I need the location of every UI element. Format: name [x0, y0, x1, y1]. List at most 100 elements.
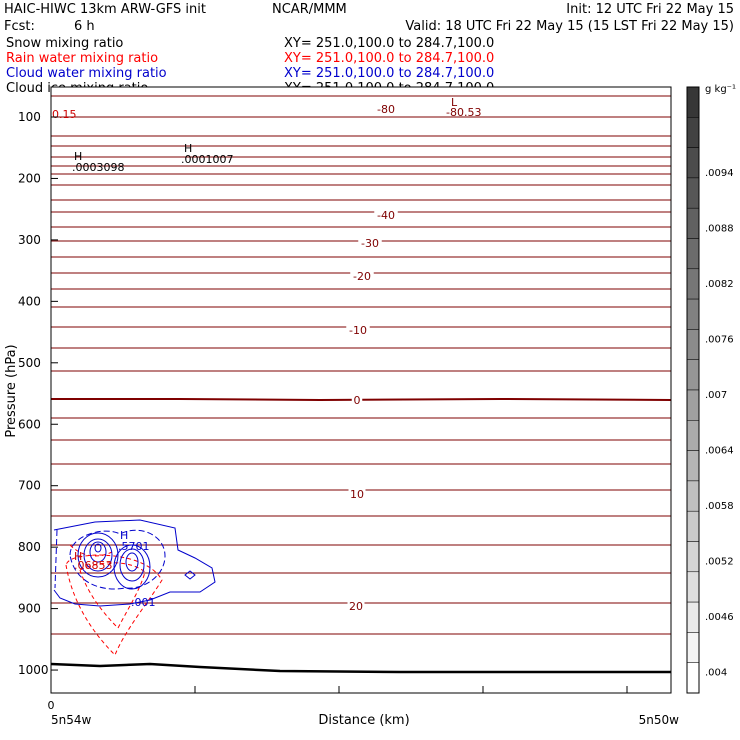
annotation-snow-high-symbol: H — [74, 150, 82, 163]
rain-contour-inner — [79, 562, 146, 629]
isotherm-label-bg — [374, 209, 398, 220]
isotherm-label: -80 — [377, 103, 395, 116]
isotherm-label: 0 — [354, 394, 361, 407]
x-axis-title: Distance (km) — [318, 713, 409, 728]
terrain-line — [50, 662, 671, 674]
legend-xy-cloud-water: XY= 251.0,100.0 to 284.7,100.0 — [284, 66, 494, 81]
colorbar-box — [686, 359, 700, 391]
colorbar-boxes — [686, 86, 700, 694]
annotation-cloud-high-value: .5701 — [118, 540, 150, 553]
colorbar-frame — [686, 86, 700, 694]
colorbar: g kg⁻¹ .0094 .0088 .0082 .0076 .007 .0064 .005… — [686, 84, 736, 694]
rain-water-contours — [65, 544, 163, 656]
y-tick-label: 1000 — [18, 663, 49, 677]
rain-contour-top — [69, 544, 113, 557]
valid-time: Valid: 18 UTC Fri 22 May 15 (15 LST Fri … — [405, 19, 734, 34]
colorbar-box — [686, 662, 700, 694]
isotherm-label-bg — [347, 600, 365, 611]
colorbar-box — [686, 632, 700, 663]
y-tick-label: 900 — [18, 602, 41, 616]
isotherm-label: 20 — [349, 600, 363, 613]
x-end-label-left: 5n54w — [51, 713, 92, 727]
legend-xy-rain: XY= 251.0,100.0 to 284.7,100.0 — [284, 51, 494, 66]
isotherm-label: -10 — [349, 324, 367, 337]
cloud-contour-ring — [94, 543, 102, 553]
colorbar-box — [686, 389, 700, 421]
colorbar-box — [686, 480, 700, 512]
annotation-ice-high-symbol: H — [184, 142, 192, 155]
legend-label-cloud-water: Cloud water mixing ratio — [6, 66, 167, 81]
colorbar-box — [686, 177, 700, 209]
y-tick-label: 200 — [18, 171, 41, 185]
colorbar-units: g kg⁻¹ — [705, 84, 736, 95]
y-tick-label: 100 — [18, 110, 41, 124]
y-axis-title: Pressure (hPa) — [4, 344, 19, 437]
cloud-contour-small — [184, 570, 196, 580]
x-axis-ticks — [50, 686, 628, 693]
colorbar-box — [686, 510, 700, 542]
cloud-contour-outer — [53, 519, 216, 607]
colorbar-box — [686, 86, 700, 118]
cloud-contour-edge — [54, 529, 58, 589]
colorbar-box — [686, 450, 700, 482]
plot-frame — [50, 86, 672, 694]
fcst-label: Fcst: — [4, 19, 35, 34]
plot-annotations: 0.15 L -80.53 H .0003098 H .0001007 H .5… — [52, 96, 481, 609]
y-axis: 100 200 300 400 500 600 700 800 900 1000 — [18, 110, 58, 677]
isotherm-line-zero — [51, 397, 672, 402]
isotherm-label-bg — [346, 324, 370, 335]
annotation-rain-high-symbol: H — [74, 550, 82, 563]
legend-label-rain: Rain water mixing ratio — [6, 51, 158, 66]
colorbar-label: .007 — [705, 390, 727, 401]
model-title: HAIC-HIWC 13km ARW-GFS init — [4, 2, 206, 17]
colorbar-box — [686, 298, 700, 330]
isotherm-label: -40 — [377, 209, 395, 222]
x-tick-label: 0 — [48, 699, 55, 712]
y-tick-label: 700 — [18, 479, 41, 493]
annotation-low-symbol: L — [451, 96, 458, 109]
center-name: NCAR/MMM — [272, 2, 347, 17]
colorbar-box — [686, 268, 700, 300]
isotherm-label: -30 — [361, 237, 379, 250]
cloud-contour-ring — [89, 541, 107, 563]
annotation-rain-edge: 0.15 — [52, 108, 77, 121]
y-tick-label: 600 — [18, 417, 41, 431]
legend-label-snow: Snow mixing ratio — [6, 36, 123, 51]
cloud-contour-dashed — [69, 529, 166, 590]
isotherm-label-bg — [348, 488, 366, 499]
annotation-snow-high-value: .0003098 — [72, 161, 125, 174]
fcst-value: 6 h — [74, 19, 95, 34]
colorbar-box — [686, 207, 700, 239]
init-time: Init: 12 UTC Fri 22 May 15 — [566, 2, 734, 17]
colorbar-label: .0064 — [705, 446, 734, 457]
annotation-low-value: -80.53 — [446, 106, 481, 119]
plot-area: 0.15 L -80.53 H .0003098 H .0001007 H .5… — [50, 86, 672, 694]
cloud-contour-ring — [125, 552, 139, 572]
colorbar-box — [686, 541, 700, 573]
colorbar-box — [686, 238, 700, 270]
colorbar-box — [686, 571, 700, 603]
colorbar-label: .0052 — [705, 557, 734, 568]
legend-xy-snow: XY= 251.0,100.0 to 284.7,100.0 — [284, 36, 494, 51]
annotation-rain-high-value: .06853 — [74, 559, 113, 572]
cloud-contour-ring — [119, 548, 145, 582]
cloud-contour-ring — [77, 532, 119, 578]
y-tick-label: 400 — [18, 294, 41, 308]
x-end-label-right: 5n50w — [639, 713, 680, 727]
cloud-water-contours — [53, 519, 216, 607]
isotherm-label-bg — [358, 237, 382, 248]
header: HAIC-HIWC 13km ARW-GFS init NCAR/MMM Ini… — [4, 2, 734, 34]
colorbar-box — [686, 117, 700, 148]
x-axis: 0 5n54w 5n50w Distance (km) — [48, 686, 680, 728]
colorbar-label: .0076 — [705, 335, 734, 346]
isotherm-label-bg — [374, 103, 398, 114]
colorbar-box — [686, 147, 700, 179]
isotherm-label-bg — [350, 270, 374, 281]
colorbar-label: .0046 — [705, 612, 734, 623]
cloud-contour-ring — [113, 544, 151, 590]
annotation-cloud-low-value: .001 — [131, 596, 156, 609]
isotherm-label-bg — [351, 394, 363, 405]
colorbar-label: .0058 — [705, 501, 734, 512]
